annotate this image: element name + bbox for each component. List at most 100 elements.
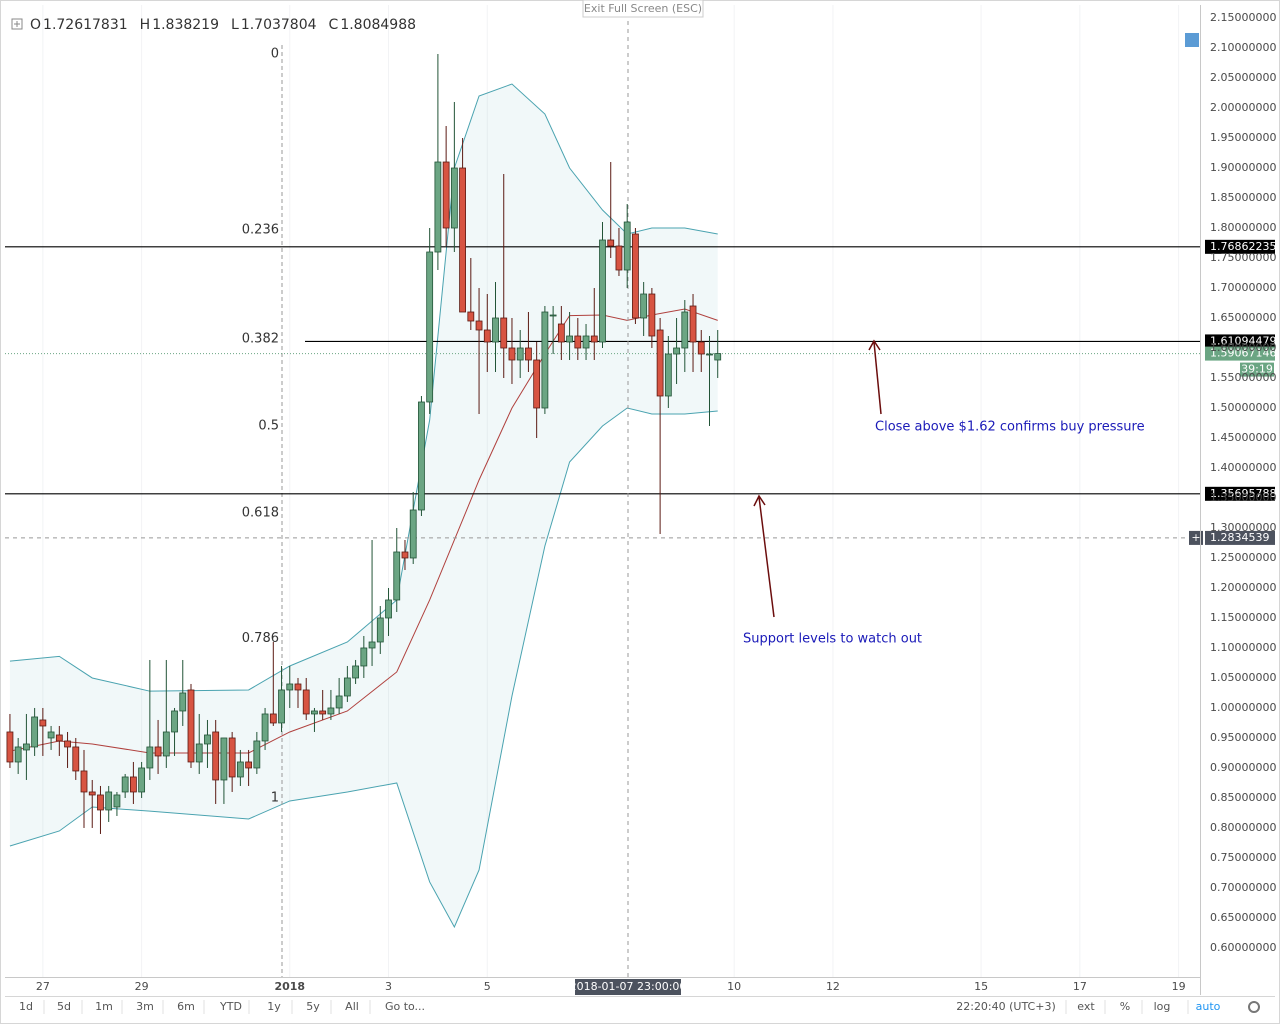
ohlc-value: 1.72617831 [43, 17, 128, 33]
scale-icon[interactable] [1185, 33, 1199, 47]
ohlc-key: C [329, 17, 339, 33]
candle-body [253, 740, 261, 769]
range-button[interactable]: 6m [177, 1000, 195, 1013]
crosshair-time: 2018-01-07 23:00:00 [570, 980, 687, 993]
candle-body [714, 353, 722, 361]
candle-body [706, 353, 713, 356]
ohlc-key: L [231, 17, 239, 33]
ohlc-key: H [140, 17, 151, 33]
arrowhead [753, 494, 766, 507]
level-price-label: 1.35695788 [1210, 487, 1276, 500]
crosshair-price-label: 1.2834539 [1210, 531, 1270, 544]
x-tick-label: 10 [727, 980, 741, 993]
y-tick-label: 1.35000000 [1210, 491, 1276, 504]
candle-body [360, 647, 368, 667]
candle-body [541, 311, 549, 409]
candle-body [376, 617, 384, 643]
candle-body [566, 335, 573, 343]
y-tick-label: 1.40000000 [1210, 461, 1276, 474]
range-button[interactable]: 1y [267, 1000, 281, 1013]
x-tick-label: 3 [385, 980, 392, 993]
scale-option[interactable]: ext [1077, 1000, 1095, 1013]
grid: 27 29 2018 3 5 10 12 15 17 19 [36, 5, 1186, 993]
y-tick-label: 2.15000000 [1210, 11, 1276, 24]
goto-button[interactable]: Go to... [385, 1000, 425, 1013]
y-tick-label: 1.00000000 [1210, 701, 1276, 714]
candle-body [129, 776, 137, 793]
scale-option[interactable]: % [1120, 1000, 1130, 1013]
y-tick-label: 2.10000000 [1210, 41, 1276, 54]
range-button[interactable]: 1m [95, 1000, 113, 1013]
last-price-label: 1.59067146 [1210, 347, 1276, 360]
candle-body [615, 245, 623, 271]
y-tick-label: 0.75000000 [1210, 851, 1276, 864]
candle-body [681, 311, 689, 349]
range-button[interactable]: 5y [306, 1000, 320, 1013]
y-tick-label: 1.80000000 [1210, 221, 1276, 234]
candles [6, 54, 722, 834]
x-tick-label: 27 [36, 980, 50, 993]
x-tick-label: 5 [484, 980, 491, 993]
exit-fullscreen[interactable]: Exit Full Screen (ESC) [584, 2, 702, 15]
overlay: 1.76862235 1.61094479 1.35695788 1.59067146… [570, 239, 1276, 995]
candle-body [269, 713, 277, 724]
candle-body [154, 746, 162, 757]
candle-body [590, 335, 598, 343]
candle-body [557, 323, 565, 343]
range-button[interactable]: 1d [19, 1000, 33, 1013]
range-button[interactable]: All [345, 1000, 359, 1013]
range-button[interactable]: YTD [219, 1000, 242, 1013]
collapse-icon[interactable] [11, 18, 23, 30]
y-tick-label: 1.30000000 [1210, 521, 1276, 534]
y-tick-label: 1.85000000 [1210, 191, 1276, 204]
scale-option[interactable]: log [1154, 1000, 1171, 1013]
candle-body [516, 347, 524, 361]
candle-body [689, 305, 697, 343]
x-tick-label: 12 [826, 980, 840, 993]
fib-label: 0.618 [242, 505, 279, 520]
y-tick-label: 0.90000000 [1210, 761, 1276, 774]
annotation: Support levels to watch out [743, 632, 922, 647]
candle-body [393, 551, 401, 601]
range-button[interactable]: 3m [136, 1000, 154, 1013]
candle-body [195, 743, 203, 763]
level-price-label: 1.61094479 [1210, 334, 1276, 347]
candle-body [146, 746, 154, 769]
candle-body [434, 161, 442, 253]
x-tick-label: 15 [974, 980, 988, 993]
candle-body [220, 737, 228, 781]
candle-body [459, 167, 466, 313]
candle-body [88, 791, 96, 796]
candle-body [385, 599, 392, 619]
countdown-box [1240, 362, 1274, 377]
fib-label: 0.236 [242, 222, 279, 237]
y-tick-label: 1.70000000 [1210, 281, 1276, 294]
candle-body [97, 794, 104, 811]
y-tick-label: 1.60000000 [1210, 341, 1276, 354]
candle-body [442, 161, 450, 229]
ohlc-value: 1.838219 [152, 17, 219, 33]
exit-fullscreen-button[interactable] [582, 0, 704, 18]
candle-body [22, 743, 30, 751]
fib-label: 0.786 [242, 631, 279, 646]
last-price-label-box [1205, 346, 1275, 361]
crosshair-plus[interactable] [1189, 530, 1203, 545]
y-tick-label: 1.45000000 [1210, 431, 1276, 444]
range-button[interactable]: 5d [57, 1000, 71, 1013]
arrowhead [868, 339, 881, 351]
arrow [873, 341, 882, 415]
clock: 22:20:40 (UTC+3) [956, 1000, 1056, 1013]
candle-body [319, 710, 327, 715]
band-lower [9, 407, 718, 929]
y-tick-label: 2.00000000 [1210, 101, 1276, 114]
candle-body [55, 734, 63, 742]
candle-body [352, 665, 359, 679]
level-price-label-box [1205, 239, 1275, 254]
scale-option[interactable]: auto [1196, 1000, 1221, 1013]
settings-icon[interactable] [1248, 1001, 1260, 1013]
candle-body [640, 293, 648, 319]
candle-body [64, 740, 71, 748]
candle-body [475, 320, 483, 331]
y-tick-label: 1.50000000 [1210, 401, 1276, 414]
